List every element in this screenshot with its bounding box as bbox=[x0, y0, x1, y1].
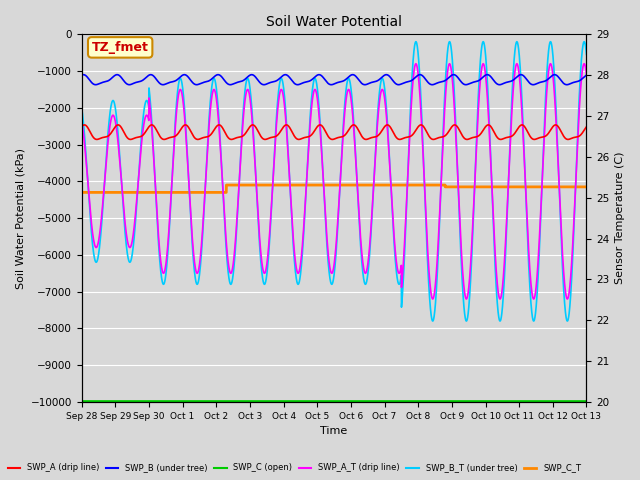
Title: Soil Water Potential: Soil Water Potential bbox=[266, 15, 402, 29]
X-axis label: Time: Time bbox=[321, 426, 348, 436]
Y-axis label: Soil Water Potential (kPa): Soil Water Potential (kPa) bbox=[15, 148, 25, 288]
Y-axis label: Sensor Temperature (C): Sensor Temperature (C) bbox=[615, 152, 625, 284]
Legend: SWP_A (drip line), SWP_B (under tree), SWP_C (open), SWP_A_T (drip line), SWP_B_: SWP_A (drip line), SWP_B (under tree), S… bbox=[4, 460, 584, 476]
Text: TZ_fmet: TZ_fmet bbox=[92, 41, 148, 54]
